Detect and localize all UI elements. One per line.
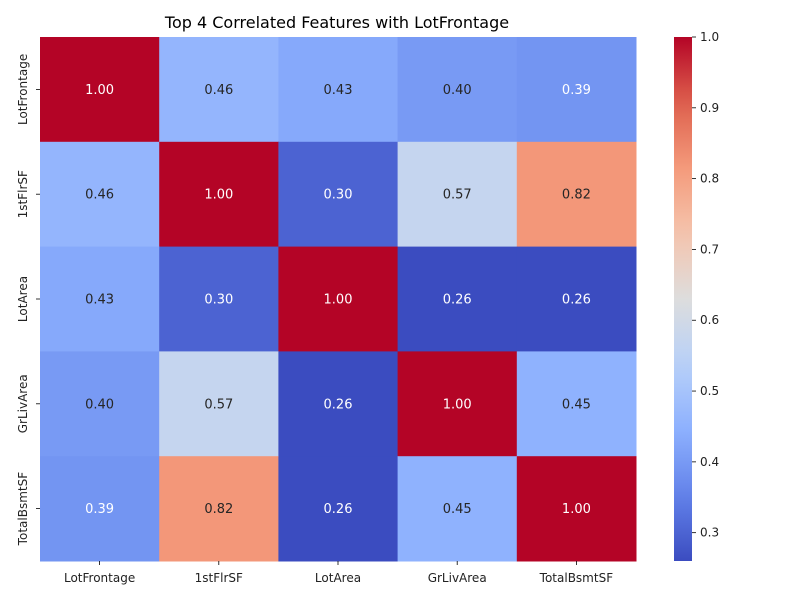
x-tick-label: LotFrontage — [64, 571, 135, 585]
cell-value-label: 0.45 — [443, 502, 472, 517]
x-tick-label: 1stFlrSF — [195, 571, 243, 585]
heatmap-cell — [516, 351, 637, 457]
heatmap-cell — [159, 351, 279, 457]
heatmap-cell — [516, 246, 637, 352]
chart-title: Top 4 Correlated Features with LotFronta… — [164, 13, 509, 32]
heatmap-cell — [397, 37, 518, 143]
heatmap-cell — [278, 246, 399, 352]
y-axis-ticks: LotFrontage 1stFlrSF LotArea GrLivArea Total… — [16, 54, 40, 547]
cell-value-label: 1.00 — [562, 502, 591, 517]
cell-value-label: 0.57 — [443, 188, 472, 203]
heatmap-cell — [278, 456, 399, 562]
heatmap-cell — [397, 456, 518, 562]
heatmap-cell — [159, 246, 279, 352]
cell-value-label: 0.46 — [85, 188, 114, 203]
cell-value-label: 1.00 — [324, 293, 353, 308]
x-tick-label: TotalBsmtSF — [539, 571, 614, 585]
cell-value-label: 0.45 — [562, 397, 591, 412]
heatmap-cell — [159, 456, 279, 562]
heatmap-cell — [159, 141, 279, 248]
cell-value-label: 0.82 — [204, 502, 233, 517]
colorbar-tick-label: 1.0 — [700, 30, 719, 44]
cell-value-label: 0.26 — [324, 502, 353, 517]
heatmap-cell — [40, 37, 160, 143]
cell-value-label: 0.40 — [85, 397, 114, 412]
cell-value-label: 0.26 — [443, 293, 472, 308]
heatmap-cell — [278, 141, 399, 248]
colorbar: 0.3 0.4 0.5 0.6 0.7 0.8 0.9 1.0 — [674, 30, 719, 561]
heatmap-cell — [40, 246, 160, 352]
cell-value-label: 0.40 — [443, 83, 472, 98]
colorbar-tick-label: 0.6 — [700, 313, 719, 327]
cell-value-label: 0.57 — [204, 397, 233, 412]
cell-value-label: 0.43 — [324, 83, 353, 98]
heatmap-cell — [516, 141, 637, 248]
cell-value-label: 0.39 — [562, 83, 591, 98]
heatmap-cell — [40, 141, 160, 248]
heatmap-cell — [40, 456, 160, 562]
cell-value-label: 1.00 — [204, 188, 233, 203]
heatmap-cell — [397, 246, 518, 352]
cell-value-label: 0.30 — [204, 293, 233, 308]
cell-value-label: 0.26 — [562, 293, 591, 308]
cell-value-label: 1.00 — [85, 83, 114, 98]
heatmap-cells: 1.00 0.46 0.43 0.40 0.39 0.46 1.00 0.30 0.57 0.82… — [40, 37, 637, 562]
colorbar-tick-label: 0.3 — [700, 526, 719, 540]
heatmap-cell — [159, 37, 279, 143]
cell-value-label: 0.46 — [204, 83, 233, 98]
heatmap-cell — [516, 37, 637, 143]
y-tick-label: GrLivArea — [16, 374, 30, 433]
cell-value-label: 0.26 — [324, 397, 353, 412]
heatmap-cell — [278, 37, 399, 143]
colorbar-gradient — [674, 37, 692, 561]
y-tick-label: TotalBsmtSF — [16, 472, 30, 547]
y-tick-label: 1stFlrSF — [16, 170, 30, 218]
heatmap-cell — [278, 351, 399, 457]
heatmap-cell — [516, 456, 637, 562]
heatmap-cell — [397, 141, 518, 248]
cell-value-label: 0.82 — [562, 188, 591, 203]
heatmap-cell — [397, 351, 518, 457]
cell-value-label: 0.43 — [85, 293, 114, 308]
x-axis-ticks: LotFrontage 1stFlrSF LotArea GrLivArea Total… — [64, 561, 613, 585]
colorbar-tick-label: 0.5 — [700, 384, 719, 398]
cell-value-label: 1.00 — [443, 397, 472, 412]
colorbar-tick-label: 0.7 — [700, 242, 719, 256]
x-tick-label: GrLivArea — [428, 571, 487, 585]
y-tick-label: LotArea — [16, 276, 30, 322]
heatmap-cell — [40, 351, 160, 457]
y-tick-label: LotFrontage — [16, 54, 30, 125]
colorbar-tick-label: 0.8 — [700, 172, 719, 186]
cell-value-label: 0.30 — [324, 188, 353, 203]
colorbar-tick-label: 0.4 — [700, 455, 719, 469]
cell-value-label: 0.39 — [85, 502, 114, 517]
colorbar-tick-label: 0.9 — [700, 101, 719, 115]
x-tick-label: LotArea — [315, 571, 361, 585]
